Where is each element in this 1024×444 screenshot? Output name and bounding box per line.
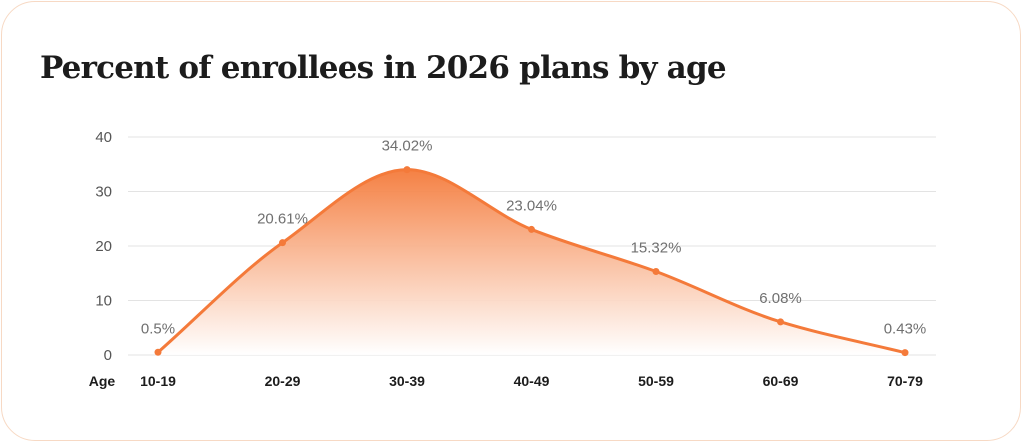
y-tick-label: 10 xyxy=(95,293,112,310)
x-tick-label: 10-19 xyxy=(140,373,176,389)
x-tick-label: 20-29 xyxy=(265,373,301,389)
data-points xyxy=(154,166,909,357)
x-axis: Age 10-19 20-29 30-39 40-49 50-59 60-69 70-79 xyxy=(89,373,923,389)
data-point xyxy=(154,348,162,356)
data-label: 23.04% xyxy=(506,197,557,214)
data-label: 0.43% xyxy=(884,321,927,338)
data-label: 34.02% xyxy=(382,138,433,155)
y-tick-label: 30 xyxy=(95,184,112,201)
y-axis: 0 10 20 30 40 xyxy=(95,129,112,364)
data-label: 6.08% xyxy=(759,290,802,307)
chart-title: Percent of enrollees in 2026 plans by ag… xyxy=(40,50,727,86)
x-axis-label: Age xyxy=(89,373,116,389)
data-label: 15.32% xyxy=(631,240,682,257)
y-tick-label: 20 xyxy=(95,238,112,255)
data-point xyxy=(777,318,784,326)
x-tick-label: 40-49 xyxy=(514,373,550,389)
x-tick-label: 30-39 xyxy=(389,373,425,389)
y-tick-label: 0 xyxy=(104,347,112,364)
x-tick-label: 50-59 xyxy=(638,373,674,389)
x-tick-label: 70-79 xyxy=(887,373,923,389)
area-fill xyxy=(158,169,905,355)
data-label: 0.5% xyxy=(141,320,175,337)
data-label: 20.61% xyxy=(257,211,308,228)
data-point xyxy=(528,225,535,233)
data-point xyxy=(279,239,286,247)
data-labels: 0.5% 20.61% 34.02% 23.04% 15.32% 6.08% 0.43% xyxy=(141,138,926,338)
data-point xyxy=(652,268,660,276)
y-tick-label: 40 xyxy=(95,129,112,146)
data-point xyxy=(901,349,909,357)
data-point xyxy=(403,166,411,174)
x-tick-label: 60-69 xyxy=(763,373,799,389)
